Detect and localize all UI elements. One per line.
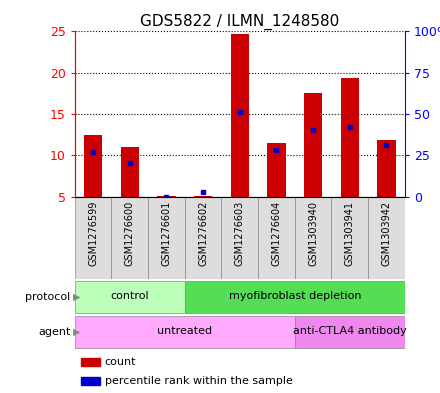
Bar xyxy=(341,78,359,196)
Bar xyxy=(81,358,99,366)
Bar xyxy=(75,281,185,313)
Text: percentile rank within the sample: percentile rank within the sample xyxy=(105,376,292,386)
Bar xyxy=(304,94,323,196)
Text: GSM1303942: GSM1303942 xyxy=(381,200,392,266)
Bar xyxy=(295,316,405,348)
Text: GSM1303940: GSM1303940 xyxy=(308,200,318,266)
Text: GSM1276604: GSM1276604 xyxy=(271,200,282,266)
Bar xyxy=(331,196,368,279)
Text: GSM1276601: GSM1276601 xyxy=(161,200,172,266)
Bar xyxy=(84,134,103,196)
Bar xyxy=(368,196,405,279)
Text: count: count xyxy=(105,357,136,367)
Text: GSM1276602: GSM1276602 xyxy=(198,200,208,266)
Bar xyxy=(148,196,185,279)
Bar xyxy=(185,196,221,279)
Text: GSM1276599: GSM1276599 xyxy=(88,200,98,266)
Text: GSM1276603: GSM1276603 xyxy=(235,200,245,266)
Text: protocol: protocol xyxy=(25,292,70,302)
Bar xyxy=(81,377,99,385)
Text: myofibroblast depletion: myofibroblast depletion xyxy=(228,291,361,301)
Bar xyxy=(121,147,139,196)
Bar xyxy=(221,196,258,279)
Text: ▶: ▶ xyxy=(73,327,80,337)
Bar xyxy=(295,196,331,279)
Text: GSM1303941: GSM1303941 xyxy=(345,200,355,266)
Text: GSM1276600: GSM1276600 xyxy=(125,200,135,266)
Bar xyxy=(258,196,295,279)
Bar xyxy=(75,316,295,348)
Text: control: control xyxy=(110,291,149,301)
Text: agent: agent xyxy=(38,327,70,337)
Text: untreated: untreated xyxy=(157,326,213,336)
Bar xyxy=(231,34,249,197)
Text: anti-CTLA4 antibody: anti-CTLA4 antibody xyxy=(293,326,407,336)
Bar xyxy=(111,196,148,279)
Bar xyxy=(378,140,396,196)
Text: ▶: ▶ xyxy=(73,292,80,302)
Title: GDS5822 / ILMN_1248580: GDS5822 / ILMN_1248580 xyxy=(140,14,339,30)
Bar xyxy=(185,281,405,313)
Bar xyxy=(75,196,111,279)
Bar xyxy=(268,143,286,196)
